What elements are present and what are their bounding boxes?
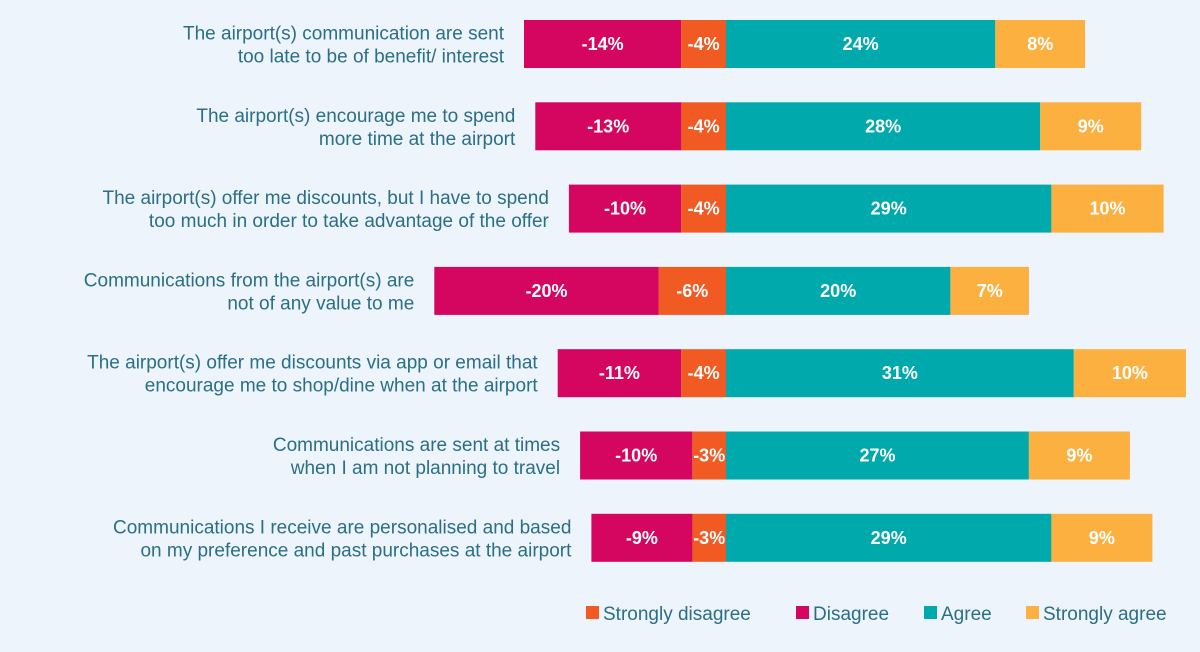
category-label-line: on my preference and past purchases at t… [140,540,572,561]
bar-agree-4 [726,266,951,315]
bar-strongly-disagree-2 [681,102,726,151]
bar-disagree-7 [591,513,693,562]
bar-strongly-agree-7 [1051,513,1153,562]
category-label-line: encourage me to shop/dine when at the ai… [145,376,539,397]
bar-disagree-5 [557,349,682,398]
data-label-agree-2: 28% [865,116,901,136]
bar-strongly-agree-3 [1051,184,1164,233]
data-label-strongly-agree-3: 10% [1089,199,1125,219]
category-label-line: too late to be of benefit/ interest [238,47,505,68]
category-label-line: Communications are sent at times [273,435,560,456]
bar-agree-7 [726,513,1052,562]
bar-strongly-agree-6 [1028,431,1130,480]
category-label-line: when I am not planning to travel [290,458,560,479]
data-label-agree-4: 20% [820,281,856,301]
bar-strongly-disagree-1 [681,20,726,68]
bar-disagree-3 [568,184,682,233]
bar-disagree-1 [524,20,682,68]
category-label-line: The airport(s) offer me discounts, but I… [103,188,549,209]
category-label-line: The airport(s) encourage me to spend [196,106,515,127]
data-label-agree-1: 24% [843,34,879,54]
data-label-strongly-disagree-7: -3% [693,528,725,548]
bar-strongly-disagree-6 [692,431,726,480]
data-label-disagree-4: -20% [525,281,567,301]
category-label-line: not of any value to me [227,293,414,314]
bar-agree-2 [726,102,1041,151]
category-label-2: The airport(s) encourage me to spend more… [196,106,516,150]
bar-agree-6 [726,431,1029,480]
category-label-line: Communications from the airport(s) are [84,270,415,291]
data-label-disagree-1: -14% [582,34,624,54]
data-label-disagree-2: -13% [587,116,629,136]
category-label-7: Communications I receive are personalise… [113,517,572,561]
data-label-strongly-agree-5: 10% [1112,363,1148,383]
bar-agree-1 [726,20,996,68]
data-label-strongly-disagree-2: -4% [688,116,720,136]
legend-label-strongly-agree: Strongly agree [1043,604,1167,625]
bar-strongly-disagree-4 [658,266,726,315]
legend-swatch-strongly-agree [1026,606,1039,619]
bar-strongly-disagree-5 [681,349,726,398]
bar-strongly-agree-4 [950,266,1029,315]
data-label-disagree-7: -9% [626,528,658,548]
data-label-agree-5: 31% [882,363,918,383]
data-label-strongly-agree-4: 7% [977,281,1003,301]
legend-label-strongly-disagree: Strongly disagree [603,604,751,625]
bar-strongly-agree-1 [995,20,1086,68]
legend-swatch-disagree [796,606,809,619]
category-label-line: too much in order to take advantage of t… [149,211,550,232]
category-label-line: The airport(s) communication are sent [183,24,505,45]
legend-label-agree: Agree [941,604,992,625]
bar-agree-3 [726,184,1052,233]
data-label-agree-6: 27% [859,446,895,466]
data-label-agree-3: 29% [871,199,907,219]
bar-strongly-disagree-7 [692,513,726,562]
data-label-strongly-agree-2: 9% [1078,116,1104,136]
category-label-line: The airport(s) offer me discounts via ap… [87,353,538,374]
category-label-6: Communications are sent at times when I a… [273,435,560,479]
category-label-1: The airport(s) communication are sent too… [183,24,505,68]
data-label-disagree-6: -10% [615,446,657,466]
bars-group: -4% -14% 24% 8% -4% -13% 28% 9% -4% -10% 29% 10% -6%… [434,20,1186,562]
category-label-3: The airport(s) offer me discounts, but I… [103,188,550,232]
bar-strongly-agree-5 [1073,349,1186,398]
category-label-line: Communications I receive are personalise… [113,517,571,538]
bar-disagree-4 [434,266,659,315]
category-labels-group: The airport(s) communication are sent too… [84,24,572,562]
data-label-strongly-disagree-4: -6% [676,281,708,301]
data-label-strongly-agree-6: 9% [1066,446,1092,466]
data-label-strongly-agree-1: 8% [1027,34,1053,54]
bar-disagree-6 [580,431,693,480]
data-label-strongly-disagree-6: -3% [693,446,725,466]
bar-agree-5 [726,349,1074,398]
data-label-agree-7: 29% [871,528,907,548]
data-label-disagree-3: -10% [604,199,646,219]
legend-swatch-strongly-disagree [586,606,599,619]
data-label-strongly-disagree-3: -4% [688,199,720,219]
legend: Strongly disagree Disagree Agree Strongly a… [586,604,1167,625]
data-label-strongly-disagree-1: -4% [688,34,720,54]
bar-strongly-disagree-3 [681,184,726,233]
category-label-4: Communications from the airport(s) are no… [84,270,415,314]
bar-disagree-2 [535,102,682,151]
category-label-line: more time at the airport [319,129,516,150]
data-label-strongly-agree-7: 9% [1089,528,1115,548]
data-label-strongly-disagree-5: -4% [688,363,720,383]
data-label-disagree-5: -11% [599,363,640,383]
bar-strongly-agree-2 [1040,102,1142,151]
legend-label-disagree: Disagree [813,604,889,625]
category-label-5: The airport(s) offer me discounts via ap… [87,353,538,397]
legend-swatch-agree [924,606,937,619]
